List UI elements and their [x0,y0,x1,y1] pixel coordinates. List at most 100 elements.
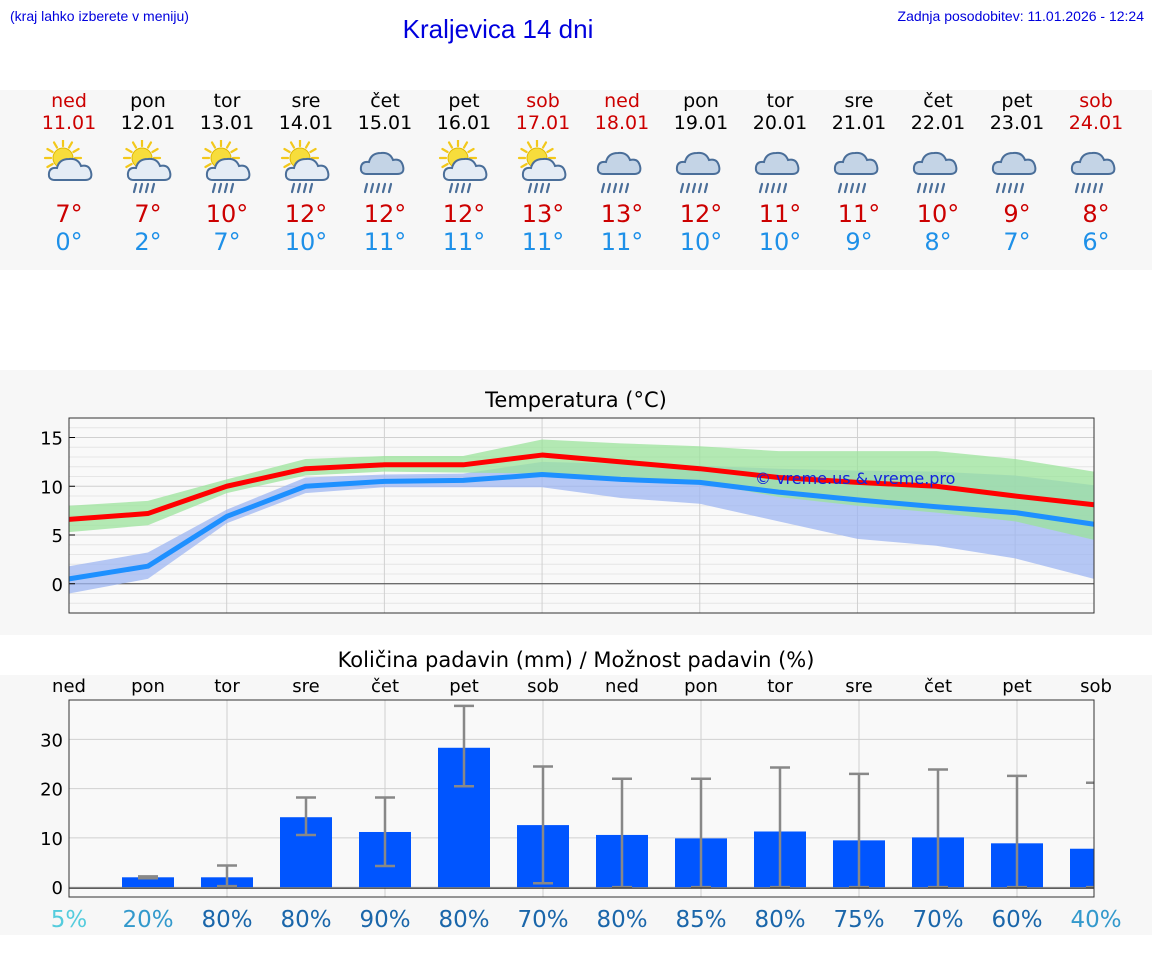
location-hint[interactable]: (kraj lahko izberete v meniju) [10,8,189,24]
precipitation-probability: 80% [438,907,489,933]
rain-icon [527,182,551,194]
max-temperature: 7° [55,200,83,228]
min-temperature-line [68,472,1095,582]
day-name: pon [130,90,166,112]
day-column: sre 14.01 12° 10° [266,90,346,256]
x-category-label: čet [371,676,399,697]
precipitation-chart-title: Količina padavin (mm) / Možnost padavin … [337,648,815,672]
sun-cloud-rain-icon [122,140,172,194]
day-column: tor 13.01 10° 7° [187,90,267,256]
day-date: 13.01 [199,112,255,134]
precipitation-chart: ned pon tor sre čet pet sob ned pon tor sre čet pet s… [40,676,1121,933]
rain-icon [1074,182,1104,194]
min-temperature: 7° [213,228,241,256]
day-date: 20.01 [752,112,808,134]
day-column: sob 17.01 13° 11° [503,90,583,256]
rain-icon [600,182,630,194]
y-tick-label: 5 [52,526,63,547]
day-name: pet [1001,90,1033,112]
day-date: 17.01 [515,112,571,134]
day-column: pon 12.01 7° 2° [108,90,188,256]
sun-cloud-rain-icon [438,140,488,194]
error-bar [138,875,158,880]
x-category-label: sob [1080,676,1112,697]
last-update: Zadnja posodobitev: 11.01.2026 - 12:24 [897,8,1144,24]
day-column: čet 15.01 12° 11° [345,90,425,256]
precipitation-probability: 80% [754,907,805,933]
rain-icon [448,182,472,194]
error-bar [296,796,316,837]
day-name: tor [766,90,794,112]
cloud-icon [521,157,567,181]
error-bar [928,768,948,889]
day-date: 16.01 [436,112,492,134]
y-tick-label: 20 [40,780,63,801]
day-date: 22.01 [910,112,966,134]
min-temperature: 10° [679,228,723,256]
precipitation-probability: 80% [280,907,331,933]
day-column: tor 20.01 11° 10° [740,90,820,256]
temperature-chart-title: Temperatura (°C) [485,388,667,412]
max-temperature: 9° [1003,200,1031,228]
precipitation-probability: 90% [359,907,410,933]
rain-icon [363,182,393,194]
cloud-icon [991,151,1037,175]
temperature-chart: 0 5 10 15 © vreme.us & vreme.pro [40,417,1095,614]
x-category-label: sre [292,676,319,697]
precipitation-probability: 20% [122,907,173,933]
min-temperature: 8° [924,228,952,256]
min-temperature: 9° [845,228,873,256]
day-date: 24.01 [1068,112,1124,134]
precipitation-probability: 5% [51,907,88,933]
error-bar [1007,774,1027,889]
sun-cloud-icon [43,140,93,181]
day-name: sob [526,90,560,112]
page-title: Kraljevica 14 dni [402,14,594,44]
x-category-label: sob [527,676,559,697]
precipitation-bar [1070,848,1094,888]
day-date: 12.01 [120,112,176,134]
day-column: pet 16.01 12° 11° [424,90,504,256]
error-bar [691,777,711,889]
min-temperature: 11° [600,228,644,256]
day-date: 15.01 [357,112,413,134]
day-date: 14.01 [278,112,334,134]
sun-cloud-rain-icon [201,140,251,194]
cloud-icon [126,157,172,181]
rain-icon [837,182,867,194]
sun-cloud-rain-icon [517,140,567,194]
error-bar [217,864,237,888]
min-temperature: 11° [442,228,486,256]
day-column: pet 23.01 9° 7° [977,90,1057,256]
error-bar [612,777,632,889]
cloud-icon [754,151,800,175]
rain-icon [211,182,235,194]
max-temperature: 7° [134,200,162,228]
rain-icon [995,182,1025,194]
y-tick-label: 0 [52,878,63,899]
max-temperature: 10° [205,200,249,228]
cloud-icon [359,151,405,175]
x-category-label: pet [1002,676,1032,697]
x-category-label: tor [767,676,793,697]
min-temperature: 7° [1003,228,1031,256]
sun-cloud-rain-icon [280,140,330,194]
y-tick-label: 10 [40,829,63,850]
min-temperature: 11° [521,228,565,256]
error-bar [533,765,553,885]
max-temperature: 10° [916,200,960,228]
y-tick-label: 10 [40,477,63,498]
max-temperature: 11° [758,200,802,228]
max-temperature: 11° [837,200,881,228]
day-name: sre [844,90,874,112]
max-temperature: 8° [1082,200,1110,228]
min-temperature: 10° [284,228,328,256]
day-name: sob [1079,90,1113,112]
rain-icon [132,182,156,194]
watermark: © vreme.us & vreme.pro [755,469,956,488]
precipitation-probability: 85% [675,907,726,933]
precipitation-probability: 80% [201,907,252,933]
day-date: 19.01 [673,112,729,134]
rain-icon [679,182,709,194]
cloud-icon [833,151,879,175]
